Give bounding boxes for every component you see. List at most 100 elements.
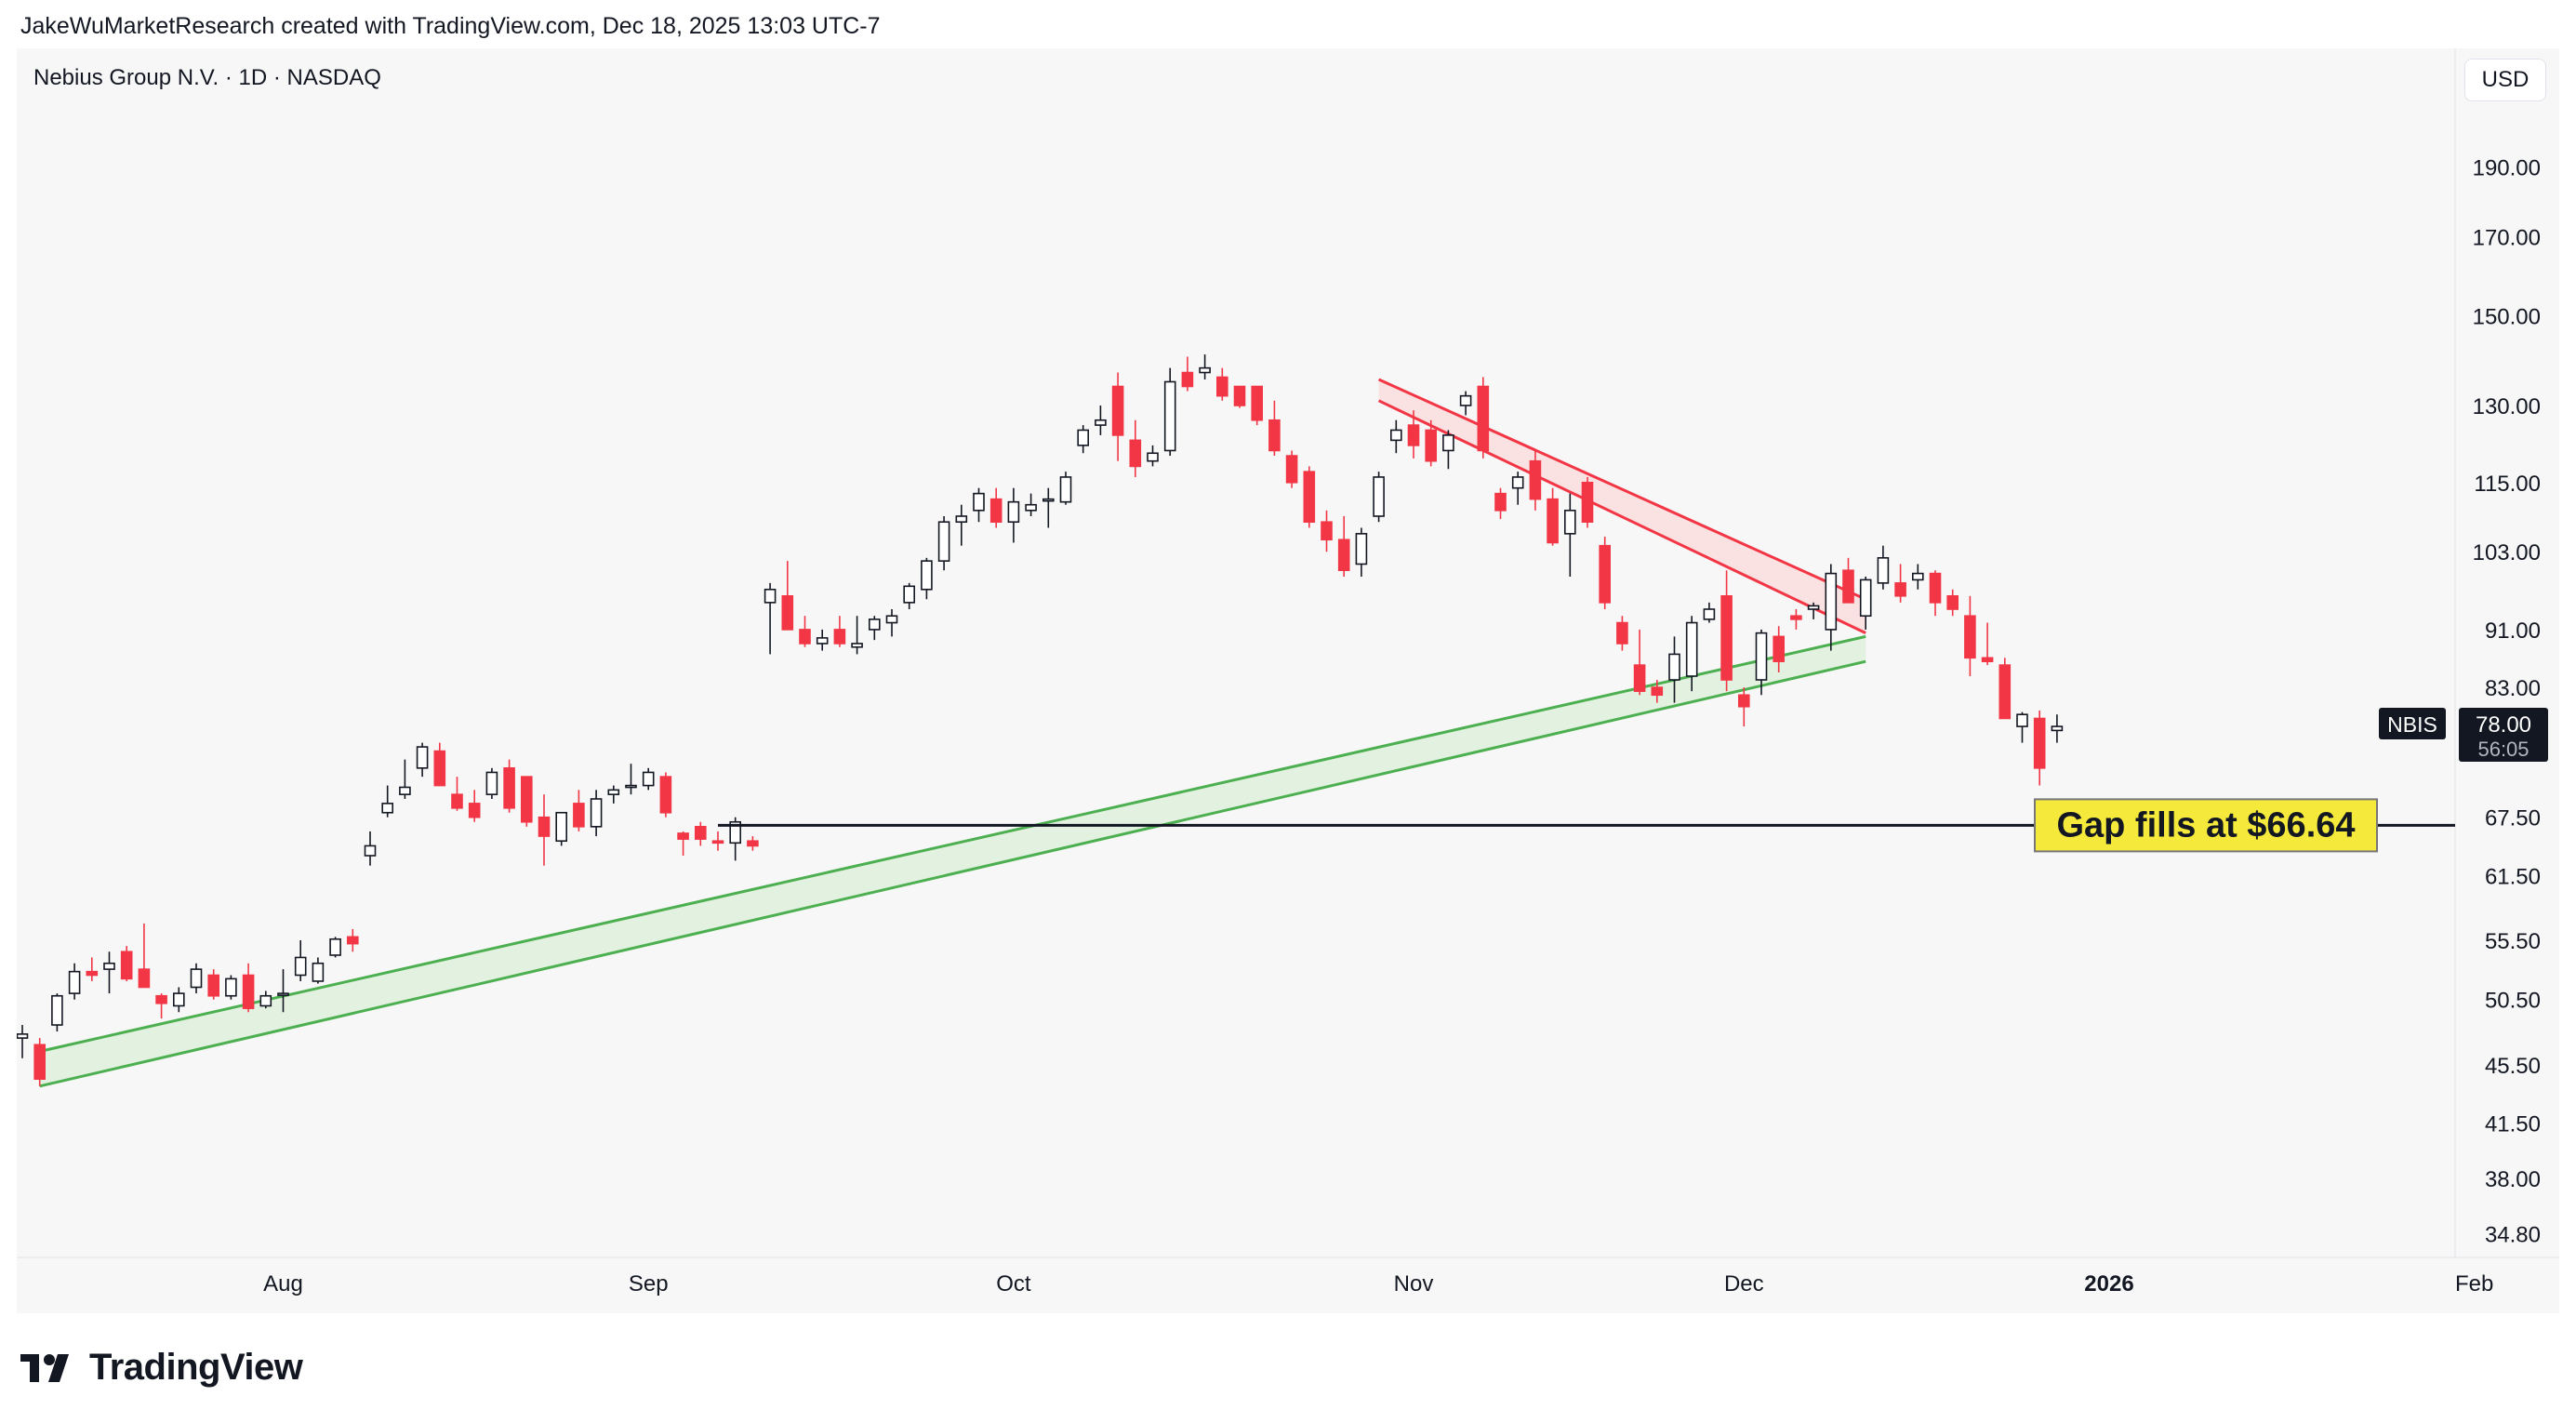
candle[interactable] bbox=[555, 811, 568, 846]
candle[interactable] bbox=[1859, 576, 1872, 630]
candle[interactable] bbox=[103, 951, 115, 994]
candle[interactable] bbox=[485, 767, 498, 800]
candle[interactable] bbox=[1025, 493, 1037, 516]
candle[interactable] bbox=[51, 993, 63, 1032]
candle[interactable] bbox=[694, 821, 707, 846]
candle[interactable] bbox=[1268, 400, 1281, 457]
candle[interactable] bbox=[1390, 419, 1402, 454]
candle[interactable] bbox=[225, 975, 237, 1000]
tradingview-logo[interactable]: TradingView bbox=[20, 1347, 303, 1389]
candle[interactable] bbox=[329, 937, 341, 958]
candle[interactable] bbox=[747, 836, 759, 851]
candle[interactable] bbox=[468, 790, 481, 822]
candle[interactable] bbox=[1407, 410, 1420, 459]
chart-pane[interactable]: 190.00 170.00 150.00 130.00 115.00 103.00 91.0… bbox=[17, 48, 2559, 1313]
candle[interactable] bbox=[816, 629, 829, 651]
candle[interactable] bbox=[729, 817, 742, 861]
candle[interactable] bbox=[1912, 564, 1924, 590]
candle[interactable] bbox=[1111, 372, 1124, 461]
candle[interactable] bbox=[155, 993, 167, 1019]
candle[interactable] bbox=[520, 776, 533, 827]
candle[interactable] bbox=[659, 772, 672, 818]
candle[interactable] bbox=[416, 742, 429, 778]
candle[interactable] bbox=[781, 561, 794, 631]
candle[interactable] bbox=[33, 1038, 46, 1086]
candle[interactable] bbox=[1095, 405, 1107, 435]
candle[interactable] bbox=[86, 957, 99, 981]
candle[interactable] bbox=[1547, 487, 1559, 546]
candle[interactable] bbox=[937, 515, 950, 571]
candle[interactable] bbox=[1007, 487, 1020, 543]
candle[interactable] bbox=[903, 582, 916, 610]
candle[interactable] bbox=[1181, 356, 1194, 392]
candle[interactable] bbox=[1042, 487, 1055, 528]
candle[interactable] bbox=[1685, 616, 1698, 692]
candle[interactable] bbox=[381, 785, 394, 818]
resistance-channel-lower-line[interactable] bbox=[1377, 399, 1866, 634]
candle[interactable] bbox=[1894, 564, 1906, 603]
candle[interactable] bbox=[17, 1025, 29, 1058]
support-channel-lower-line[interactable] bbox=[39, 659, 1866, 1088]
candle[interactable] bbox=[1233, 385, 1246, 408]
candle[interactable] bbox=[1825, 564, 1838, 651]
candle[interactable] bbox=[1147, 445, 1159, 467]
candle[interactable] bbox=[868, 616, 881, 641]
candle[interactable] bbox=[833, 616, 846, 647]
candle[interactable] bbox=[1442, 430, 1454, 470]
candle[interactable] bbox=[1321, 510, 1333, 552]
candle[interactable] bbox=[277, 969, 289, 1013]
candle[interactable] bbox=[1129, 419, 1142, 477]
candle[interactable] bbox=[711, 831, 724, 851]
candle[interactable] bbox=[1773, 626, 1785, 672]
candle[interactable] bbox=[1529, 450, 1542, 511]
candle[interactable] bbox=[1581, 476, 1594, 528]
candle[interactable] bbox=[1703, 602, 1716, 623]
candle[interactable] bbox=[677, 831, 689, 856]
candle[interactable] bbox=[364, 831, 377, 866]
candle[interactable] bbox=[399, 759, 411, 800]
candle[interactable] bbox=[1668, 636, 1680, 703]
candle[interactable] bbox=[138, 923, 151, 989]
candle[interactable] bbox=[1755, 629, 1768, 696]
candle[interactable] bbox=[764, 582, 777, 655]
candle[interactable] bbox=[1720, 570, 1733, 692]
candle[interactable] bbox=[1251, 385, 1263, 426]
candle[interactable] bbox=[921, 557, 933, 600]
candle[interactable] bbox=[346, 928, 359, 952]
candle[interactable] bbox=[451, 777, 463, 811]
candle[interactable] bbox=[242, 963, 255, 1013]
candle[interactable] bbox=[312, 957, 325, 984]
candle[interactable] bbox=[1059, 472, 1072, 505]
gap-fill-callout-box[interactable] bbox=[2034, 798, 2378, 853]
candle[interactable] bbox=[1651, 679, 1664, 703]
candle[interactable] bbox=[590, 790, 603, 837]
candle[interactable] bbox=[1373, 472, 1385, 523]
candle[interactable] bbox=[1494, 487, 1507, 520]
candle[interactable] bbox=[573, 790, 585, 831]
candle[interactable] bbox=[1738, 687, 1750, 727]
chart-canvas[interactable]: 190.00 170.00 150.00 130.00 115.00 103.00 91.0… bbox=[17, 48, 2559, 1313]
candle[interactable] bbox=[538, 794, 551, 866]
candle[interactable] bbox=[607, 785, 620, 804]
candle[interactable] bbox=[799, 616, 811, 647]
candle[interactable] bbox=[973, 487, 985, 523]
candle[interactable] bbox=[68, 963, 81, 1000]
candle[interactable] bbox=[503, 759, 515, 813]
candle[interactable] bbox=[2016, 712, 2028, 743]
candle[interactable] bbox=[433, 742, 446, 787]
candle[interactable] bbox=[1077, 425, 1089, 454]
candle[interactable] bbox=[885, 609, 898, 637]
candle[interactable] bbox=[120, 946, 133, 981]
candle[interactable] bbox=[1929, 570, 1942, 617]
candle[interactable] bbox=[1599, 537, 1611, 610]
candle[interactable] bbox=[1981, 622, 1994, 666]
candle[interactable] bbox=[294, 939, 307, 981]
support-channel-upper-line[interactable] bbox=[39, 634, 1866, 1053]
candle[interactable] bbox=[1616, 616, 1628, 651]
candle[interactable] bbox=[1842, 557, 1854, 604]
resistance-channel-upper-line[interactable] bbox=[1377, 378, 1866, 601]
candle[interactable] bbox=[1199, 354, 1211, 379]
candle[interactable] bbox=[2051, 714, 2064, 743]
candle[interactable] bbox=[1303, 466, 1316, 528]
candle[interactable] bbox=[1807, 602, 1820, 619]
